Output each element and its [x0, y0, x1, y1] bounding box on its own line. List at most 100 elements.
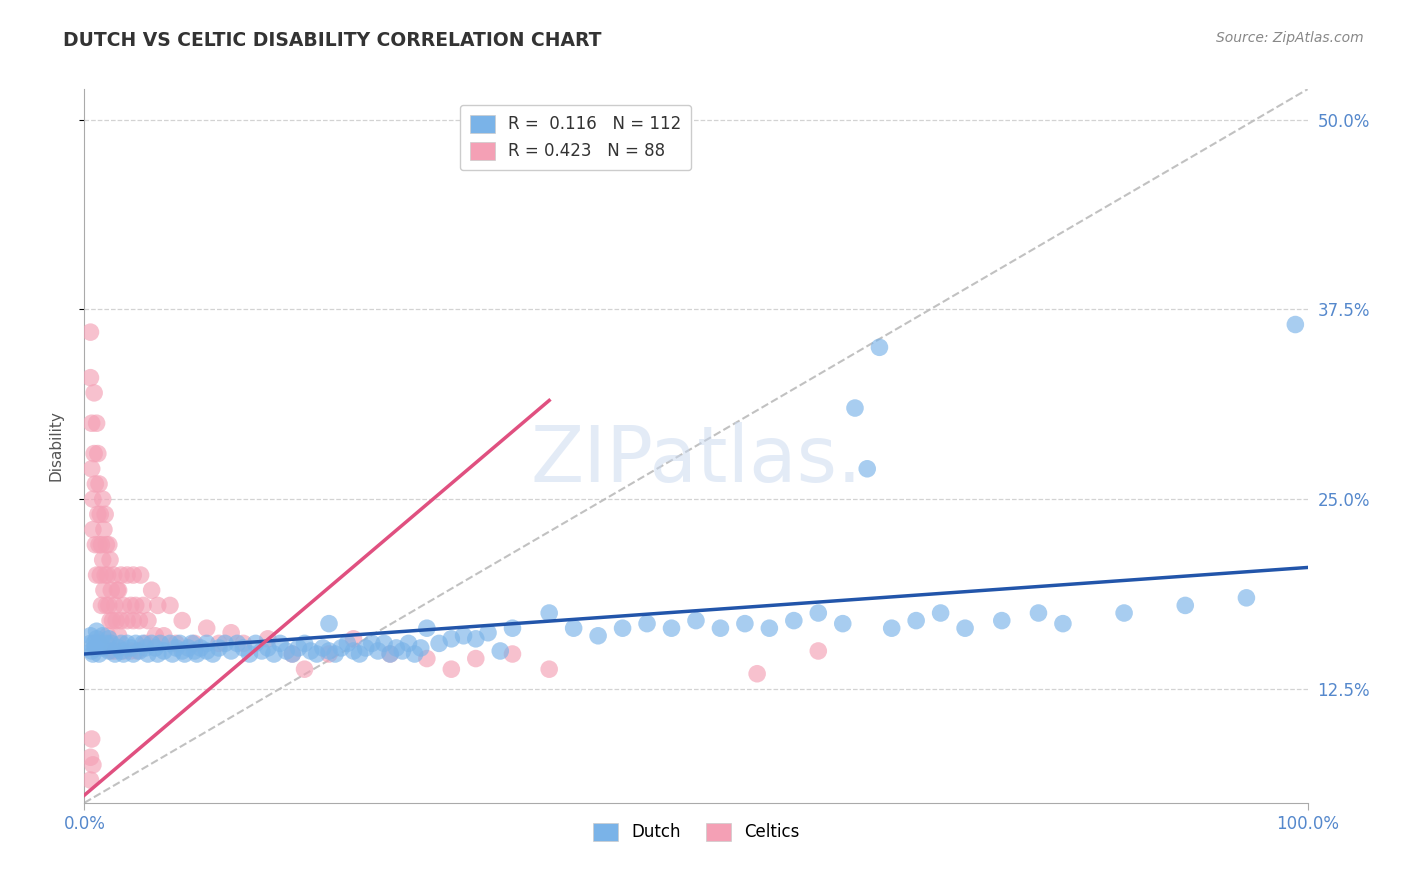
Point: [105, 614, 128, 628]
Point: [82, 523, 104, 537]
Point: [101, 614, 124, 628]
Point: [89, 508, 111, 522]
Point: [257, 640, 280, 655]
Point: [122, 614, 145, 628]
Point: [100, 644, 122, 658]
Point: [79, 772, 101, 787]
Point: [110, 644, 132, 658]
Point: [385, 640, 408, 655]
Point: [281, 647, 304, 661]
Point: [80, 416, 103, 430]
Point: [143, 640, 166, 655]
Point: [129, 568, 152, 582]
Point: [97, 644, 120, 658]
Point: [125, 636, 148, 650]
Point: [612, 621, 634, 635]
Point: [294, 636, 316, 650]
Point: [87, 447, 110, 461]
Point: [1052, 616, 1074, 631]
Point: [172, 644, 194, 658]
Point: [87, 477, 110, 491]
Point: [409, 640, 432, 655]
Point: [169, 636, 191, 650]
Point: [107, 640, 129, 655]
Point: [183, 644, 205, 658]
Point: [953, 621, 976, 635]
Point: [844, 401, 866, 415]
Point: [173, 647, 195, 661]
Point: [1174, 599, 1197, 613]
Point: [336, 636, 359, 650]
Point: [91, 492, 114, 507]
Point: [905, 614, 928, 628]
Point: [100, 636, 122, 650]
Point: [120, 644, 142, 658]
Y-axis label: Disability: Disability: [49, 410, 63, 482]
Point: [82, 757, 104, 772]
Point: [79, 750, 101, 764]
Point: [98, 553, 121, 567]
Point: [120, 640, 142, 655]
Point: [783, 614, 806, 628]
Point: [294, 662, 316, 676]
Point: [477, 625, 499, 640]
Point: [1236, 591, 1258, 605]
Point: [380, 647, 402, 661]
Point: [112, 644, 135, 658]
Point: [97, 629, 120, 643]
Point: [807, 644, 830, 658]
Point: [110, 636, 132, 650]
Point: [232, 640, 254, 655]
Text: ZIPatlas.: ZIPatlas.: [530, 422, 862, 499]
Point: [80, 732, 103, 747]
Point: [373, 636, 395, 650]
Point: [201, 647, 224, 661]
Point: [87, 508, 110, 522]
Point: [880, 621, 903, 635]
Point: [380, 647, 402, 661]
Point: [177, 640, 200, 655]
Point: [349, 647, 371, 661]
Point: [245, 636, 267, 650]
Point: [83, 385, 105, 400]
Point: [232, 636, 254, 650]
Point: [97, 538, 120, 552]
Point: [464, 651, 486, 665]
Point: [747, 666, 769, 681]
Point: [538, 606, 561, 620]
Point: [80, 644, 103, 658]
Point: [190, 640, 212, 655]
Point: [869, 340, 891, 354]
Point: [276, 644, 298, 658]
Point: [214, 636, 236, 650]
Point: [318, 616, 340, 631]
Point: [287, 640, 309, 655]
Point: [149, 636, 172, 650]
Point: [105, 583, 128, 598]
Point: [440, 632, 463, 646]
Point: [104, 644, 127, 658]
Point: [165, 636, 187, 650]
Point: [208, 636, 231, 650]
Point: [195, 636, 218, 650]
Point: [440, 662, 463, 676]
Point: [354, 640, 377, 655]
Point: [104, 647, 127, 661]
Point: [128, 644, 150, 658]
Point: [172, 614, 194, 628]
Point: [87, 636, 110, 650]
Point: [87, 538, 110, 552]
Point: [1284, 318, 1306, 332]
Point: [453, 629, 475, 643]
Text: DUTCH VS CELTIC DISABILITY CORRELATION CHART: DUTCH VS CELTIC DISABILITY CORRELATION C…: [63, 31, 602, 50]
Point: [94, 508, 117, 522]
Point: [120, 599, 142, 613]
Point: [281, 647, 304, 661]
Point: [143, 629, 166, 643]
Point: [84, 477, 107, 491]
Point: [831, 616, 853, 631]
Point: [263, 647, 285, 661]
Point: [685, 614, 707, 628]
Point: [84, 538, 107, 552]
Point: [86, 624, 108, 639]
